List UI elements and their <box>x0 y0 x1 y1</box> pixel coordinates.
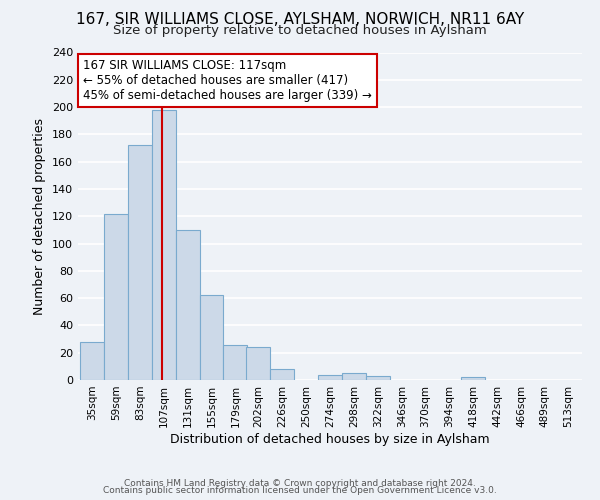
Bar <box>223 344 247 380</box>
Text: Contains public sector information licensed under the Open Government Licence v3: Contains public sector information licen… <box>103 486 497 495</box>
Bar <box>247 347 270 380</box>
Bar <box>366 376 390 380</box>
Bar <box>461 378 485 380</box>
Bar <box>80 342 104 380</box>
Y-axis label: Number of detached properties: Number of detached properties <box>34 118 46 315</box>
Text: 167 SIR WILLIAMS CLOSE: 117sqm
← 55% of detached houses are smaller (417)
45% of: 167 SIR WILLIAMS CLOSE: 117sqm ← 55% of … <box>83 59 372 102</box>
Bar <box>176 230 200 380</box>
Bar <box>104 214 128 380</box>
Text: 167, SIR WILLIAMS CLOSE, AYLSHAM, NORWICH, NR11 6AY: 167, SIR WILLIAMS CLOSE, AYLSHAM, NORWIC… <box>76 12 524 28</box>
Bar <box>318 374 342 380</box>
Text: Contains HM Land Registry data © Crown copyright and database right 2024.: Contains HM Land Registry data © Crown c… <box>124 478 476 488</box>
Bar <box>152 110 176 380</box>
Bar <box>342 373 366 380</box>
Bar <box>270 369 294 380</box>
Bar <box>128 146 152 380</box>
X-axis label: Distribution of detached houses by size in Aylsham: Distribution of detached houses by size … <box>170 432 490 446</box>
Text: Size of property relative to detached houses in Aylsham: Size of property relative to detached ho… <box>113 24 487 37</box>
Bar <box>200 296 223 380</box>
